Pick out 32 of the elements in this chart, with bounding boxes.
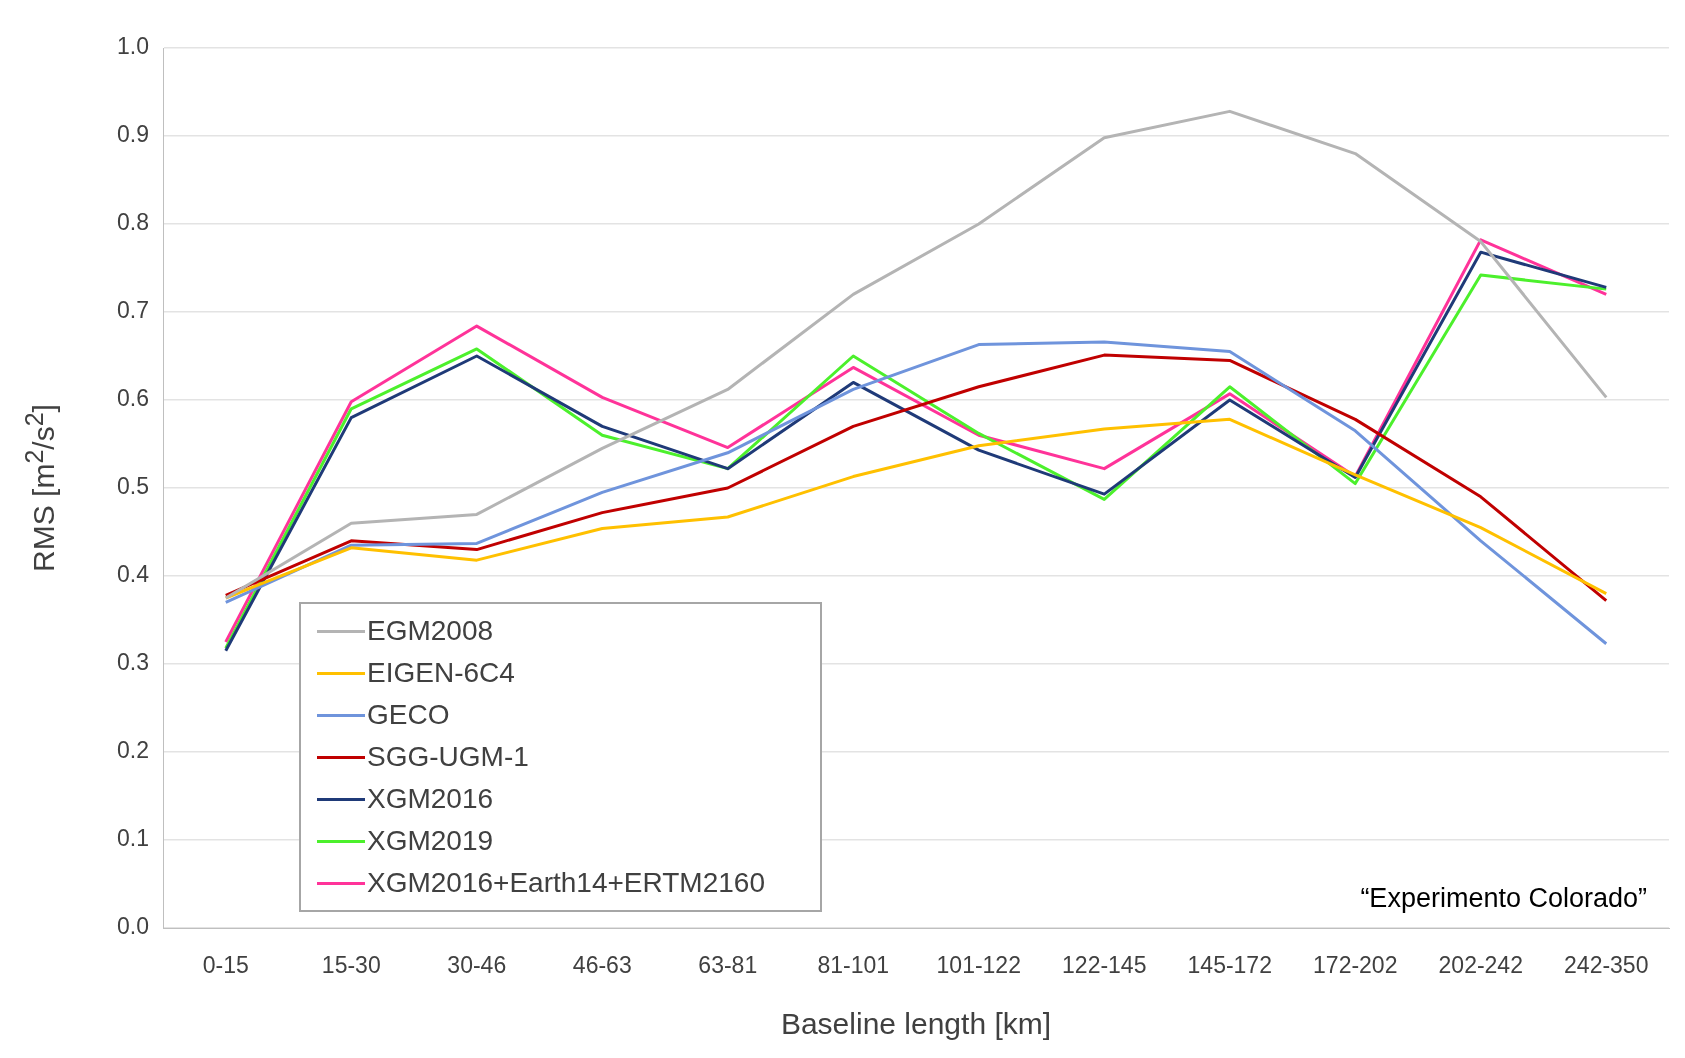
y-tick-label: 0.6 [117,385,149,412]
y-tick-label: 1.0 [117,33,149,60]
x-axis-title: Baseline length [km] [780,1007,1052,1041]
y-tick-label: 0.7 [117,297,149,324]
y-tick-label: 0.9 [117,121,149,148]
legend-label: XGM2019 [367,825,494,857]
x-tick-label: 81-101 [817,952,890,979]
y-tick-label: 0.4 [117,561,150,588]
legend-label: XGM2016 [367,783,494,815]
x-tick-label: 46-63 [572,952,632,979]
x-tick-label: 172-202 [1313,952,1398,979]
y-tick-label: 0.2 [117,737,149,764]
x-tick-label: 202-242 [1438,952,1523,979]
x-tick-label: 15-30 [321,952,381,979]
x-tick-label: 0-15 [202,952,249,979]
x-tick-label: 122-145 [1062,952,1147,979]
legend-label: XGM2016+Earth14+ERTM2160 [367,867,765,899]
x-tick-label: 30-46 [447,952,507,979]
y-tick-label: 0.8 [117,209,149,236]
x-tick-label: 242-350 [1564,952,1649,979]
y-tick-label: 0.0 [117,913,149,940]
y-tick-label: 0.5 [117,473,149,500]
y-tick-label: 0.3 [117,649,149,676]
legend-label: SGG-UGM-1 [367,741,529,773]
annotation: “Experimento Colorado” [1360,883,1647,914]
legend-label: EIGEN-6C4 [367,657,515,689]
y-tick-label: 0.1 [117,825,149,852]
x-tick-label: 145-172 [1187,952,1272,979]
x-tick-label: 63-81 [698,952,758,979]
legend-label: GECO [367,699,450,731]
x-tick-label: 101-122 [936,952,1021,979]
legend-label: EGM2008 [367,615,494,647]
